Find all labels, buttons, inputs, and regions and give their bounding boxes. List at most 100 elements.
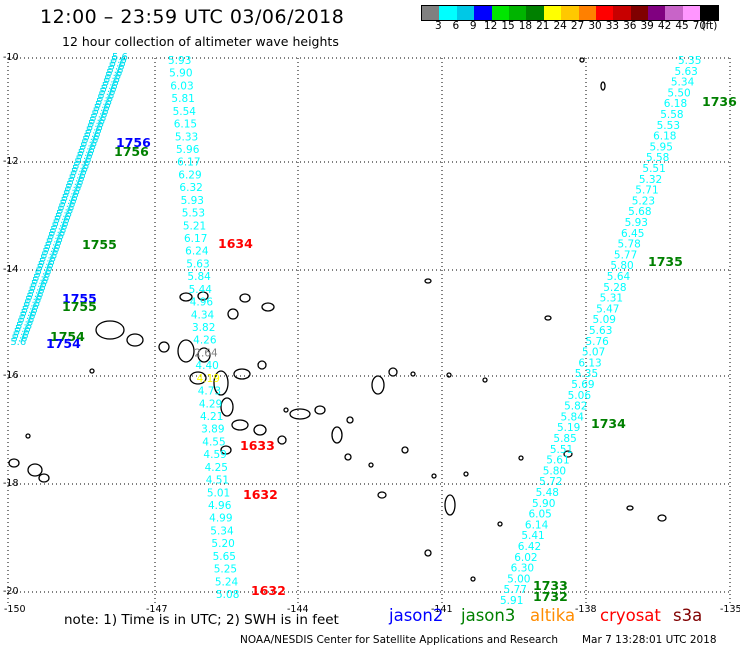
track-value-mark: 5.6	[39, 257, 55, 268]
axis-labels: -150 -147 -144 -141 -138 -135 -10 -12 -14 -16 -18 -…	[3, 52, 740, 615]
time-label: 1755	[62, 291, 97, 306]
time-label: 1755	[82, 237, 117, 252]
track-value-mark: 5.6	[86, 126, 102, 137]
wave-height-value: 6.03	[170, 80, 193, 92]
color-scale-label: (ft)	[701, 20, 718, 32]
wave-height-value: 5.35	[575, 368, 598, 380]
wave-height-value: 5.34	[210, 525, 234, 537]
track-value-mark: 5.6	[95, 100, 111, 111]
track-value-mark: 5.6	[57, 206, 73, 217]
track-value-mark: 5.6	[103, 78, 119, 89]
wave-height-value: 5.71	[635, 185, 658, 197]
wave-height-value: 5.61	[546, 455, 569, 467]
island-outline	[231, 419, 249, 431]
wave-height-value: 5.01	[207, 487, 230, 499]
lon-tick-label: -147	[146, 604, 168, 615]
track-value-mark: 5.6	[112, 52, 128, 63]
island-outline	[8, 458, 20, 468]
track-value-mark: 5.6	[56, 209, 72, 220]
track-value-mark: 5.6	[88, 119, 104, 130]
island-outline	[444, 494, 456, 516]
track-value-mark: 5.6	[64, 186, 80, 197]
wave-height-value: 5.09	[593, 314, 616, 326]
lon-tick-label: -135	[720, 604, 740, 615]
track-value-mark: 5.6	[82, 135, 98, 146]
track-value-mark: 5.6	[18, 314, 34, 325]
track-value-mark: 5.6	[27, 289, 43, 300]
units-note: note: 1) Time is in UTC; 2) SWH is in fe…	[64, 612, 339, 628]
time-label: 1756	[116, 135, 151, 150]
wave-height-value: 5.06	[568, 390, 592, 402]
track-value-mark: 5.6	[93, 106, 109, 117]
wave-height-value: 4.34	[191, 309, 215, 321]
island-outline	[563, 450, 573, 458]
wave-height-value: 6.02	[514, 552, 537, 564]
track-value-mark: 5.6	[89, 116, 105, 127]
wave-height-value: 5.44	[189, 284, 213, 296]
track-value-mark: 5.6	[35, 266, 51, 277]
time-label: 1733	[533, 578, 568, 593]
color-scale-label: 27	[570, 20, 585, 32]
island-outline	[482, 377, 488, 383]
wave-height-value: 5.90	[169, 68, 192, 80]
track-value-mark: 5.6	[17, 318, 33, 329]
color-scale-label: 9	[469, 20, 477, 32]
track-value-mark: 5.6	[13, 330, 29, 341]
time-label: 1754	[46, 336, 81, 351]
island-outline	[626, 505, 634, 511]
track-value-mark: 5.6	[74, 158, 90, 169]
island-outline	[314, 405, 326, 415]
track-value-mark: 5.6	[43, 244, 59, 255]
wave-height-value: 4.19	[197, 373, 220, 385]
time-label: 1735	[648, 254, 683, 269]
track-value-mark: 5.6	[102, 81, 118, 92]
wave-height-value: 5.63	[674, 66, 697, 78]
lon-tick-label: -150	[4, 604, 26, 615]
wave-height-value: 5.00	[507, 573, 530, 585]
track-value-mark: 5.6	[98, 90, 114, 101]
track-value-mark: 5.6	[51, 222, 67, 233]
wave-height-value: 5.85	[553, 433, 576, 445]
island-outline	[220, 445, 232, 455]
track-value-mark: 5.6	[46, 238, 62, 249]
wave-height-value: 5.69	[571, 379, 594, 391]
color-scale-label: 3	[435, 20, 442, 32]
color-swatch	[648, 6, 666, 20]
island-outline	[424, 278, 432, 284]
color-swatch	[578, 6, 596, 20]
island-outline	[401, 446, 409, 454]
time-label: 1732	[533, 589, 568, 604]
time-label: 1632	[251, 583, 286, 598]
color-swatch	[508, 6, 527, 20]
island-outline	[95, 320, 125, 340]
color-swatch	[561, 6, 579, 20]
color-scale-label: 18	[518, 20, 533, 32]
color-scale-label: 24	[553, 20, 567, 32]
wave-height-value: 5.28	[603, 282, 626, 294]
island-outline	[463, 471, 469, 477]
island-outline	[600, 81, 606, 91]
color-swatch	[630, 6, 649, 20]
wave-height-value: 4.73	[198, 386, 221, 398]
track-value-mark: 5.6	[77, 151, 93, 162]
generated-timestamp: Mar 7 13:28:01 UTC 2018	[582, 634, 717, 646]
track-value-mark: 5.6	[70, 170, 86, 181]
wave-height-value: 5.91	[500, 595, 523, 607]
wave-height-value: 4.40	[195, 360, 218, 372]
wave-height-value: 5.72	[539, 476, 562, 488]
track-value-mark: 5.6	[10, 337, 26, 348]
island-outline	[446, 372, 452, 378]
island-outline	[126, 333, 144, 347]
wave-height-value: 4.96	[208, 500, 232, 512]
track-value-mark: 5.6	[105, 71, 121, 82]
wave-height-value: 6.17	[184, 233, 207, 245]
wave-height-value: 6.17	[177, 157, 200, 169]
legend-altika: altika	[530, 606, 576, 625]
track-value-mark: 5.6	[61, 196, 77, 207]
wave-height-value: 5.64	[607, 271, 631, 283]
wave-height-value: 5.53	[657, 120, 680, 132]
track-value-mark: 5.6	[69, 174, 85, 185]
track-value-mark: 5.6	[26, 292, 42, 303]
track-value-mark: 5.6	[59, 199, 75, 210]
track-value-mark: 5.6	[24, 298, 40, 309]
